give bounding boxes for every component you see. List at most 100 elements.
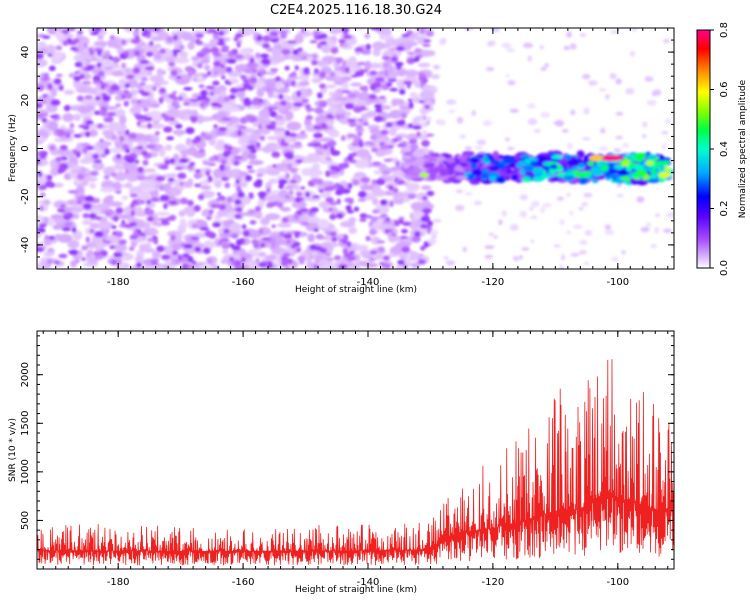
heatmap-cell <box>258 109 271 119</box>
heatmap-cell <box>61 227 72 232</box>
heatmap-cell <box>288 190 294 195</box>
heatmap-cell <box>149 75 164 83</box>
heatmap-cell <box>271 164 277 168</box>
heatmap-cell <box>236 87 247 92</box>
heatmap-cell <box>82 203 92 210</box>
heatmap-cell <box>119 135 125 142</box>
heatmap-cell <box>195 32 204 39</box>
heatmap-cell <box>419 28 426 34</box>
heatmap-cell <box>81 257 86 261</box>
heatmap-cell <box>168 200 178 205</box>
heatmap-cell <box>206 216 212 220</box>
heatmap-cell <box>321 263 335 269</box>
heatmap-cell <box>348 122 357 127</box>
heatmap-cell <box>366 110 377 117</box>
heatmap-cell <box>511 174 519 180</box>
heatmap-cell <box>382 50 394 58</box>
heatmap-cell <box>194 246 202 253</box>
heatmap-cell <box>389 87 399 92</box>
heatmap-cell <box>388 141 396 147</box>
heatmap-cell <box>203 161 208 165</box>
heatmap-cell <box>336 212 344 219</box>
heatmap-cell <box>37 170 43 178</box>
heatmap-cell <box>264 255 277 260</box>
heatmap-cell <box>384 70 389 77</box>
heatmap-cell <box>78 124 88 128</box>
heatmap-cell <box>230 260 237 264</box>
heatmap-cell <box>226 58 237 64</box>
heatmap-cell <box>166 36 174 43</box>
heatmap-cell <box>435 176 446 181</box>
heatmap-cell <box>371 161 382 165</box>
heatmap-cell <box>50 99 61 106</box>
heatmap-cell <box>121 62 126 69</box>
heatmap-cell <box>233 160 240 166</box>
heatmap-cell <box>448 109 456 114</box>
heatmap-cell <box>645 160 654 166</box>
heatmap-cell <box>200 89 208 97</box>
heatmap-cell <box>168 116 175 122</box>
heatmap-cell <box>121 39 126 45</box>
heatmap-cell <box>527 157 538 162</box>
heatmap-cell <box>95 96 101 101</box>
heatmap-cell <box>337 163 346 170</box>
heatmap-cell <box>425 30 434 37</box>
heatmap-cell <box>113 251 121 258</box>
heatmap-cell <box>330 47 339 54</box>
heatmap-cell <box>43 72 50 78</box>
heatmap-cell <box>266 202 274 208</box>
heatmap-cell <box>615 78 622 85</box>
heatmap-cell <box>37 136 46 142</box>
heatmap-cell <box>327 40 336 50</box>
heatmap-cell <box>527 118 538 126</box>
heatmap-cell <box>202 43 217 48</box>
heatmap-cell <box>348 92 357 99</box>
heatmap-cell <box>179 181 184 186</box>
heatmap-cell <box>94 40 108 47</box>
heatmap-cell <box>58 84 64 91</box>
heatmap-cell <box>598 146 609 151</box>
heatmap-cell <box>285 136 294 144</box>
heatmap-cell <box>387 78 397 82</box>
heatmap-cell <box>145 84 161 89</box>
heatmap-cell <box>533 176 545 182</box>
heatmap-cell <box>97 70 105 77</box>
heatmap-cell <box>64 222 73 227</box>
heatmap-cell <box>39 113 49 117</box>
heatmap-cell <box>287 163 293 171</box>
heatmap-cell <box>136 121 141 127</box>
heatmap-cell <box>249 77 258 84</box>
heatmap-cell <box>551 154 563 160</box>
heatmap-cell <box>43 251 55 257</box>
heatmap-cell <box>572 224 583 229</box>
heatmap-cell <box>235 33 243 38</box>
heatmap-cell <box>270 106 278 110</box>
heatmap-cell <box>156 68 164 76</box>
heatmap-cell <box>71 165 82 171</box>
heatmap-cell <box>207 211 213 216</box>
heatmap-cell <box>109 35 115 40</box>
heatmap-cell <box>663 38 670 44</box>
heatmap-cell <box>179 51 188 58</box>
heatmap-cell <box>309 216 321 224</box>
heatmap-cell <box>216 41 226 46</box>
heatmap-cell <box>42 35 51 39</box>
heatmap-cell <box>248 159 264 166</box>
heatmap-cell <box>189 162 196 166</box>
heatmap-cell <box>509 224 519 231</box>
heatmap-cell <box>107 111 117 117</box>
heatmap-cell <box>115 207 124 214</box>
heatmap-cell <box>198 148 206 154</box>
heatmap-cell <box>171 96 180 101</box>
heatmap-cell <box>184 182 191 188</box>
heatmap-cell <box>566 230 571 235</box>
heatmap-cell <box>139 244 146 253</box>
heatmap-cell <box>423 77 428 83</box>
heatmap-cell <box>89 228 95 234</box>
heatmap-cell <box>632 164 645 170</box>
heatmap-cell <box>421 185 432 190</box>
heatmap-cell <box>198 180 211 185</box>
heatmap-cell <box>583 107 590 115</box>
heatmap-panel: -180 -160 -140 -120 -100 -40 -20 0 20 40 Height … <box>8 27 675 295</box>
heatmap-cell <box>159 48 166 54</box>
